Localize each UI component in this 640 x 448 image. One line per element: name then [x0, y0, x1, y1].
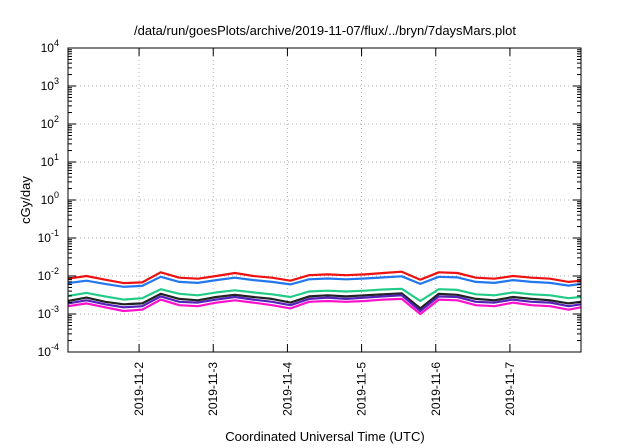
x-tick-label: 2019-11-5 — [355, 362, 369, 416]
y-tick-label: 10-4 — [38, 342, 59, 359]
ticks — [68, 47, 581, 353]
x-tick-labels: 2019-11-2 2019-11-3 2019-11-4 2019-11-5 2019… — [132, 362, 517, 416]
y-tick-label: 104 — [41, 38, 59, 55]
y-tick-label: 100 — [41, 190, 59, 207]
x-tick-label: 2019-11-6 — [429, 362, 443, 416]
chart-title: /data/run/goesPlots/archive/2019-11-07/f… — [134, 23, 516, 38]
y-tick-label: 10-3 — [38, 304, 59, 321]
x-tick-label: 2019-11-4 — [280, 362, 294, 416]
y-tick-label: 103 — [41, 76, 59, 93]
series-line-1 — [67, 270, 582, 285]
x-tick-label: 2019-11-3 — [206, 362, 220, 416]
series-line-2 — [67, 275, 582, 288]
y-tick-label: 10-1 — [38, 228, 59, 245]
y-tick-labels: 104 103 102 101 100 10-1 10-2 10-3 10-4 — [38, 38, 59, 359]
x-tick-label: 2019-11-7 — [503, 362, 517, 416]
y-axis-label: cGy/day — [18, 176, 33, 224]
series-line-5 — [67, 294, 582, 313]
series-line-6 — [67, 297, 582, 316]
y-tick-label: 10-2 — [38, 266, 59, 283]
y-tick-label: 101 — [41, 152, 59, 169]
grid — [68, 48, 581, 352]
series-line-4 — [67, 292, 582, 310]
y-tick-label: 102 — [41, 114, 59, 131]
x-axis-label: Coordinated Universal Time (UTC) — [225, 429, 424, 444]
x-tick-label: 2019-11-2 — [132, 362, 146, 416]
series-line-3 — [67, 287, 582, 303]
series-layer — [67, 270, 582, 316]
